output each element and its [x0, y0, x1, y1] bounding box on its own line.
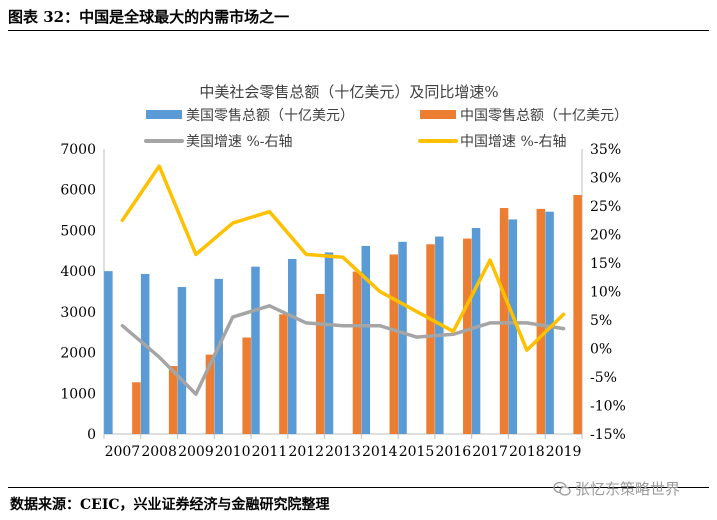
x-tick-label: 2007 [105, 444, 141, 460]
bar-china-retail [242, 337, 251, 434]
legend-label: 美国增速 %-右轴 [186, 134, 292, 150]
y-left-tick-label: 5000 [60, 223, 96, 239]
chart-title: 中美社会零售总额（十亿美元）及同比增速% [199, 83, 498, 101]
legend-item: 中国增速 %-右轴 [418, 134, 566, 150]
bar-us-retail [471, 227, 481, 434]
y-right-tick-label: 30% [590, 171, 621, 187]
y-left-tick-label: 6000 [60, 183, 96, 199]
y-right-tick-label: 25% [590, 199, 621, 215]
x-tick-label: 2019 [546, 444, 582, 460]
watermark-text: 张忆东策略世界 [575, 480, 681, 498]
bar-us-retail [251, 266, 260, 434]
bar-china-retail [389, 254, 399, 434]
bar-china-retail [426, 244, 435, 434]
x-tick-label: 2015 [399, 444, 435, 460]
watermark: 张忆东策略世界 [553, 478, 680, 499]
bar-us-retail [398, 241, 407, 434]
bar-us-retail [324, 252, 334, 434]
y-left-tick-label: 3000 [60, 305, 96, 321]
bar-us-retail [545, 211, 554, 434]
x-tick-label: 2016 [435, 444, 471, 460]
line-china-growth [120, 164, 566, 352]
y-left-tick-label: 4000 [60, 264, 96, 280]
x-tick-label: 2014 [362, 444, 398, 460]
bar-china-retail [536, 208, 546, 434]
y-right-tick-label: 0% [590, 342, 612, 358]
y-left-tick-label: 0 [87, 427, 96, 443]
x-tick-label: 2012 [288, 444, 324, 460]
y-right-tick-label: -15% [590, 427, 626, 443]
legend: 美国零售总额（十亿美元） 中国零售总额（十亿美元） 美国增速 %-右轴 中国增速 %-… [144, 108, 628, 150]
bar-us-retail [508, 219, 518, 434]
line-us-growth [120, 304, 566, 396]
bar-china-retail [352, 271, 362, 434]
source-note: 数据来源：CEIC，兴业证券经济与金融研究院整理 [10, 497, 330, 513]
bar-china-retail [499, 208, 509, 434]
x-tick-label: 2013 [325, 444, 361, 460]
bar-us-retail [214, 278, 223, 434]
y-left-tick-label: 2000 [60, 346, 96, 362]
legend-item: 美国零售总额（十亿美元） [146, 108, 354, 124]
bar-us-retail [287, 258, 297, 434]
wechat-icon [553, 481, 571, 496]
y-right-tick-label: 35% [590, 142, 621, 158]
legend-item: 中国零售总额（十亿美元） [420, 108, 628, 124]
legend-label: 美国零售总额（十亿美元） [186, 108, 354, 124]
bar-china-retail [168, 366, 178, 434]
y-right-tick-label: -5% [590, 370, 617, 386]
x-tick-label: 2018 [509, 444, 545, 460]
bar-china-retail [573, 195, 582, 434]
y-right-tick-label: 10% [590, 285, 621, 301]
x-tick-label: 2008 [141, 444, 177, 460]
title-rule [8, 30, 709, 31]
figure-title: 图表 32：中国是全球最大的内需市场之一 [8, 8, 290, 26]
y-right-tick-label: -10% [590, 399, 626, 415]
y-left-tick-label: 1000 [60, 386, 96, 402]
x-tick-label: 2010 [215, 444, 251, 460]
y-right-tick-label: 5% [590, 313, 612, 329]
x-tick-label: 2011 [252, 444, 288, 460]
source-rule [8, 487, 709, 488]
bar-china-retail [279, 314, 288, 434]
bar-china-retail [205, 354, 215, 434]
x-tick-label: 2009 [178, 444, 214, 460]
bar-china-retail [315, 293, 325, 434]
plot-area: 0 1000 2000 3000 4000 5000 6000 7000 -15% -10% -5%… [60, 142, 626, 460]
y-left-tick-label: 7000 [60, 142, 96, 158]
bar-china-retail [132, 382, 141, 434]
bar-china-retail [463, 238, 472, 434]
legend-swatch [146, 110, 182, 119]
y-right-tick-label: 15% [590, 256, 621, 272]
legend-swatch [420, 110, 456, 119]
bar-us-retail [140, 273, 150, 434]
legend-label: 中国增速 %-右轴 [460, 134, 566, 150]
bar-us-retail [104, 271, 113, 434]
bar-us-retail [361, 245, 371, 434]
bar-us-retail [177, 287, 187, 434]
x-tick-label: 2017 [472, 444, 508, 460]
y-right-tick-label: 20% [590, 228, 621, 244]
legend-label: 中国零售总额（十亿美元） [460, 108, 628, 124]
legend-item: 美国增速 %-右轴 [144, 134, 292, 150]
